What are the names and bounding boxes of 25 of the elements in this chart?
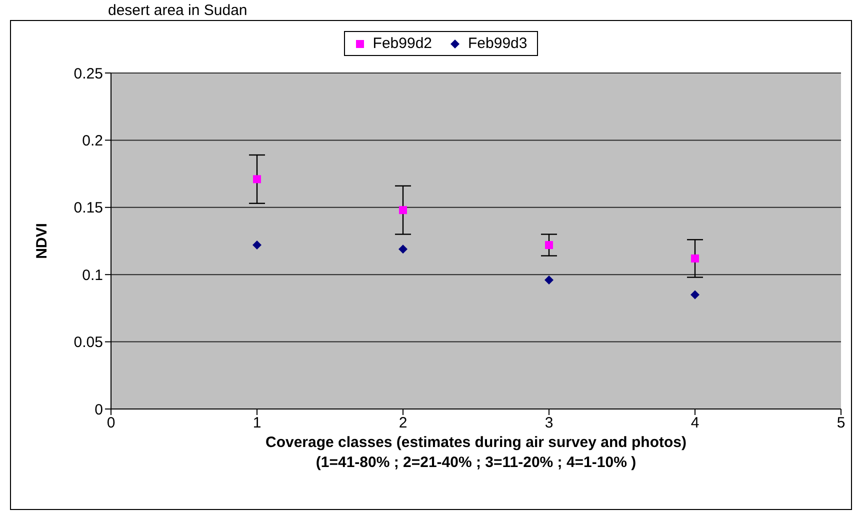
legend-label: Feb99d2 — [372, 35, 432, 52]
point — [690, 290, 700, 300]
point — [252, 240, 262, 250]
chart-title: desert area in Sudan — [108, 2, 248, 19]
point — [545, 241, 553, 250]
y-tick-label: 0.2 — [82, 132, 103, 150]
y-axis-title: NDVI — [33, 223, 50, 259]
y-tick-label: 0.15 — [74, 200, 103, 217]
y-tick-label: 0.1 — [82, 266, 103, 284]
y-tick-label: 0.05 — [74, 334, 103, 352]
x-tick-label: 4 — [690, 414, 700, 432]
point — [691, 254, 699, 262]
legend-label: Feb99d3 — [467, 35, 528, 52]
y-tick-label: 0 — [94, 401, 103, 418]
x-axis-title: Coverage classes (estimates during air survey and photos) (1=41-80% ; 2=21-40% ; 3=11-20% ; 4=1-10% ) — [266, 434, 686, 471]
point — [253, 175, 261, 184]
point — [398, 244, 408, 254]
x-tick-label: 5 — [836, 414, 846, 432]
x-tick-label: 1 — [252, 414, 262, 432]
x-tick-label: 3 — [544, 414, 554, 432]
point — [399, 206, 407, 214]
x-tick-label: 0 — [106, 414, 116, 432]
point — [544, 275, 554, 284]
x-tick-label: 2 — [398, 414, 408, 432]
y-tick-label: 0.25 — [74, 65, 103, 82]
